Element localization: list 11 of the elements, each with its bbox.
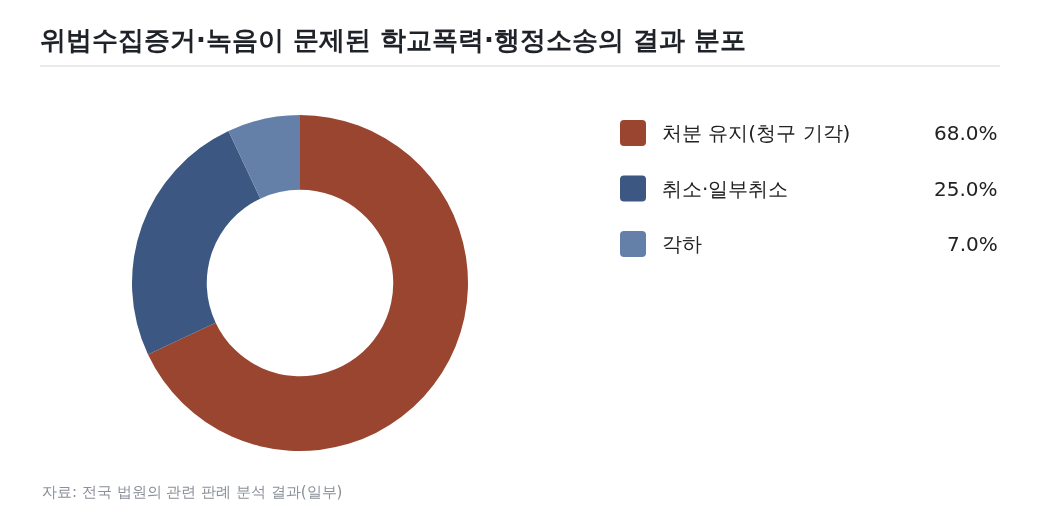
legend-label: 처분 유지(청구 기각) [662, 121, 851, 145]
chart-title: 위법수집증거·녹음이 문제된 학교폭력·행정소송의 결과 분포 [40, 25, 746, 56]
donut-slice [147, 115, 468, 451]
data-label: 25.0% [934, 177, 998, 201]
donut-slice [132, 130, 261, 355]
text: 자료: 전국 법원의 관련 판례 분석 결과(일부) [42, 483, 343, 501]
data-label: 7.0% [947, 232, 998, 256]
legend-label: 각하 [662, 232, 702, 256]
data-label: 68.0% [934, 121, 998, 145]
donut-slice [228, 115, 300, 199]
legend-label: 취소·일부취소 [662, 177, 789, 201]
